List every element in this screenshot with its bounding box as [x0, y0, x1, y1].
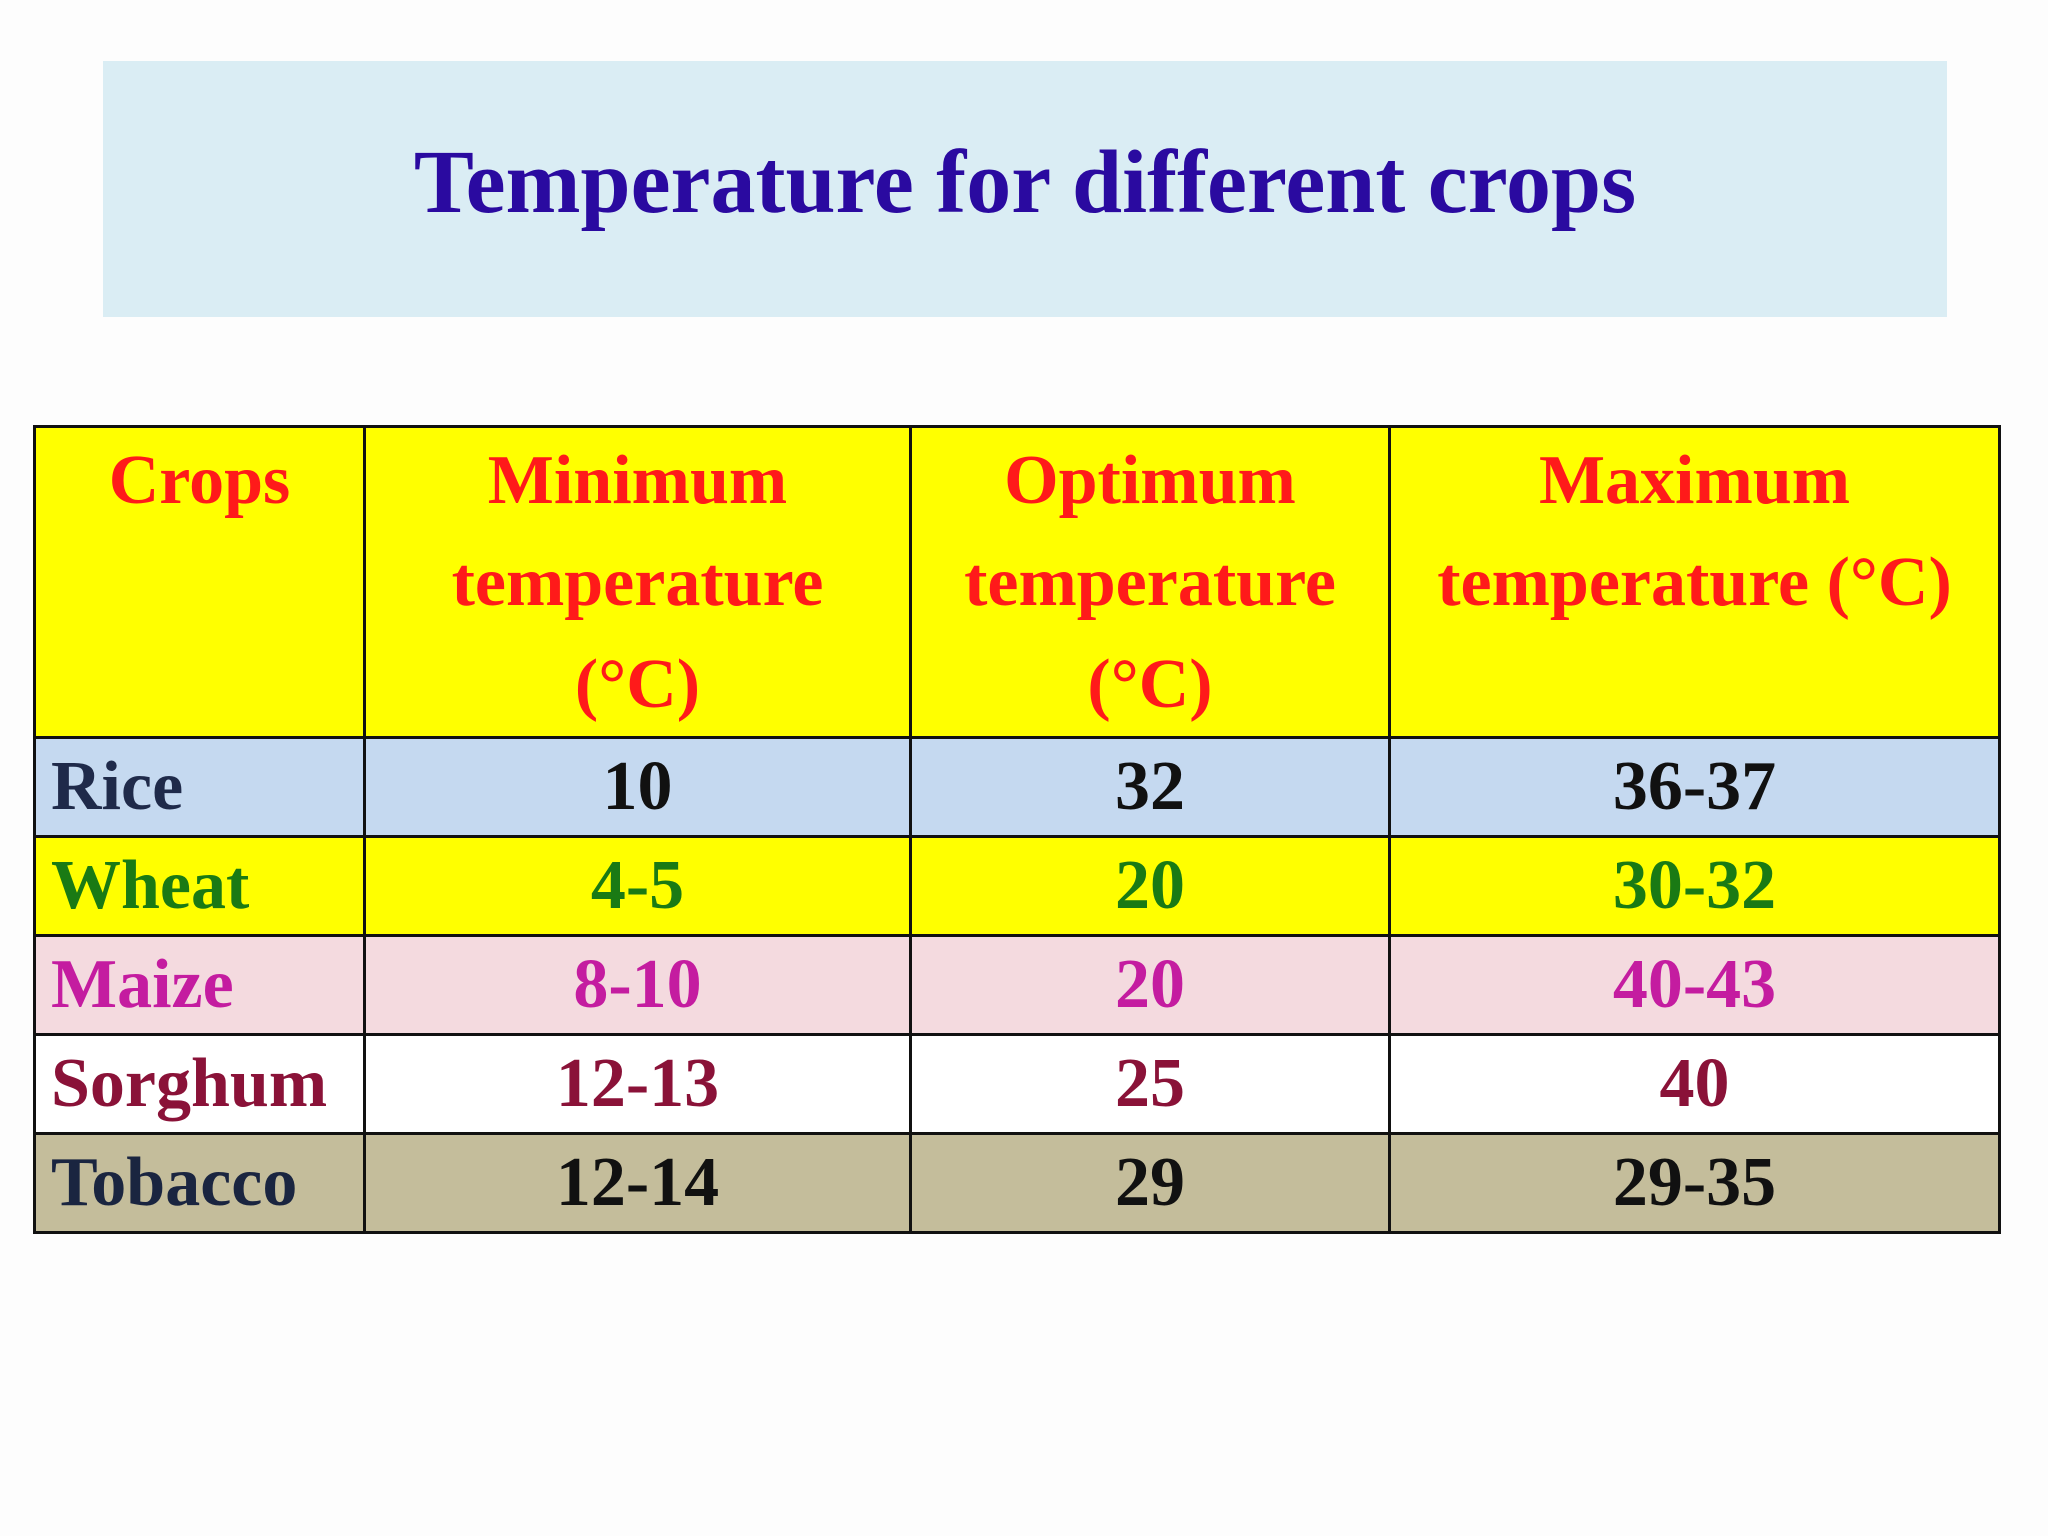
optimum-temperature-cell: 20: [909, 934, 1391, 1036]
header-minimum-temperature: Minimum temperature (°C): [363, 425, 912, 739]
optimum-temperature-cell: 20: [909, 835, 1391, 937]
table-row: Tobacco 12-14 29 29-35: [33, 1132, 2001, 1234]
maximum-temperature-cell: 40: [1388, 1033, 2001, 1135]
crop-name-cell: Wheat: [33, 835, 366, 937]
table-row: Sorghum 12-13 25 40: [33, 1033, 2001, 1135]
crop-name-cell: Tobacco: [33, 1132, 366, 1234]
header-optimum-temperature: Optimum temperature (°C): [909, 425, 1391, 739]
minimum-temperature-cell: 10: [363, 736, 912, 838]
maximum-temperature-cell: 40-43: [1388, 934, 2001, 1036]
header-row: Crops Minimum temperature (°C) Optimum t…: [33, 425, 2001, 739]
minimum-temperature-cell: 12-13: [363, 1033, 912, 1135]
optimum-temperature-cell: 25: [909, 1033, 1391, 1135]
minimum-temperature-cell: 8-10: [363, 934, 912, 1036]
crop-name-cell: Maize: [33, 934, 366, 1036]
optimum-temperature-cell: 29: [909, 1132, 1391, 1234]
crop-name-cell: Sorghum: [33, 1033, 366, 1135]
table-row: Rice 10 32 36-37: [33, 736, 2001, 838]
maximum-temperature-cell: 29-35: [1388, 1132, 2001, 1234]
minimum-temperature-cell: 4-5: [363, 835, 912, 937]
table-row: Maize 8-10 20 40-43: [33, 934, 2001, 1036]
header-crops: Crops: [33, 425, 366, 739]
crop-temperature-table: Crops Minimum temperature (°C) Optimum t…: [33, 425, 2001, 1234]
maximum-temperature-cell: 30-32: [1388, 835, 2001, 937]
minimum-temperature-cell: 12-14: [363, 1132, 912, 1234]
maximum-temperature-cell: 36-37: [1388, 736, 2001, 838]
header-maximum-temperature: Maximum temperature (°C): [1388, 425, 2001, 739]
title-banner: Temperature for different crops: [103, 61, 1947, 317]
optimum-temperature-cell: 32: [909, 736, 1391, 838]
page-title: Temperature for different crops: [413, 132, 1637, 232]
crop-name-cell: Rice: [33, 736, 366, 838]
table-row: Wheat 4-5 20 30-32: [33, 835, 2001, 937]
